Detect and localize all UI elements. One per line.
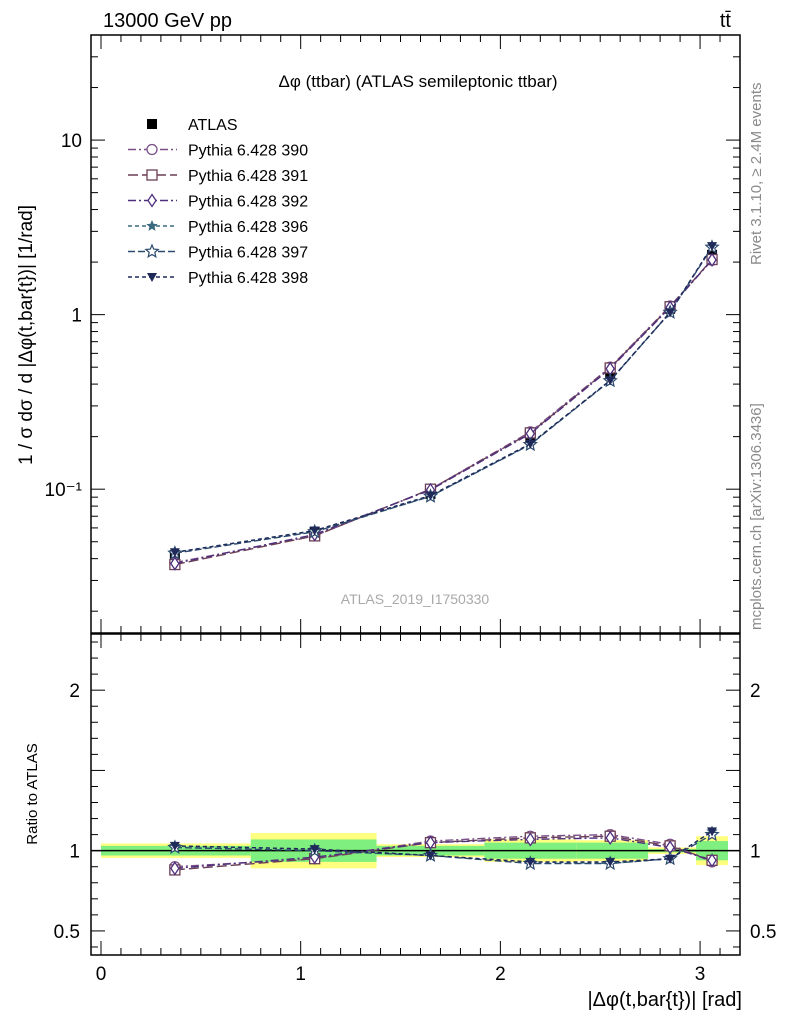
legend-marker (146, 220, 158, 231)
main-frame (90, 34, 741, 634)
legend-marker (147, 193, 157, 208)
legend-label: Pythia 6.428 398 (188, 270, 308, 287)
main-plot-area (167, 239, 720, 571)
legend-marker (144, 243, 160, 259)
ratio-point (169, 841, 180, 851)
y-axis-label-main: 1 / σ dσ / d |Δφ(t,bar{t})| [1/rad] (16, 205, 37, 465)
y-tick-label-main: 10⁻¹ (45, 480, 83, 501)
y-tick-label-ratio: 1 (69, 842, 80, 863)
ratio-point (707, 827, 718, 837)
ratio-point (525, 832, 536, 847)
legend-marker (147, 273, 157, 282)
legend-label: ATLAS (188, 117, 238, 134)
ratio-point (525, 857, 536, 867)
y-tick-label-ratio-right: 0.5 (750, 922, 776, 943)
series-line (174, 246, 713, 553)
x-tick-label: 3 (695, 964, 706, 985)
data-point (170, 556, 180, 571)
ratio-point (170, 861, 180, 876)
data-point (605, 376, 616, 386)
x-tick-label: 1 (295, 964, 306, 985)
series-line (174, 259, 713, 566)
ratio-point (707, 853, 717, 868)
y-tick-label-main: 1 (71, 306, 82, 327)
x-tick-label: 2 (495, 964, 506, 985)
ratio-axis-ticks: 0.5 0.5 1 1 2 2 0 1 2 3 (54, 634, 776, 985)
ratio-frame (90, 633, 741, 956)
series-line (174, 245, 713, 553)
legend-label: Pythia 6.428 392 (188, 194, 308, 211)
watermark: ATLAS_2019_I1750330 (341, 591, 490, 607)
ratio-point (605, 830, 615, 846)
ratio-point (605, 857, 616, 867)
data-point (169, 548, 180, 558)
data-point (525, 439, 536, 449)
data-point (425, 491, 436, 501)
x-tick-label: 0 (96, 964, 107, 985)
legend: ATLAS Pythia 6.428 390 Pythia 6.428 391 Pyt… (128, 117, 308, 287)
ratio-point (309, 845, 320, 855)
y-tick-label-ratio-right: 2 (750, 681, 761, 702)
ratio-panel: 0.5 0.5 1 1 2 2 0 1 2 3 Ratio to ATLAS |Δφ(t,bar{… (24, 633, 776, 1011)
header-right: tt̄ (720, 10, 732, 32)
y-tick-label-main: 10 (61, 131, 82, 152)
x-axis-label: |Δφ(t,bar{t})| [rad] (587, 989, 742, 1011)
ratio-plot-area (91, 825, 740, 876)
data-point (707, 242, 718, 252)
legend-label: Pythia 6.428 396 (188, 219, 308, 236)
ratio-point (665, 854, 676, 864)
y-tick-label-ratio-right: 1 (750, 842, 761, 863)
series-line (174, 259, 713, 564)
legend-marker (146, 169, 158, 181)
y-tick-label-ratio: 0.5 (54, 922, 80, 943)
rivet-label: Rivet 3.1.10, ≥ 2.4M events (748, 83, 765, 266)
data-point (309, 526, 320, 536)
legend-marker (147, 119, 157, 129)
data-point (707, 252, 717, 268)
chart-title: Δφ (ttbar) (ATLAS semileptonic ttbar) (278, 72, 557, 91)
legend-marker (146, 143, 158, 156)
y-axis-label-ratio: Ratio to ATLAS (24, 743, 41, 844)
y-tick-label-ratio: 2 (69, 681, 80, 702)
legend-label: Pythia 6.428 391 (188, 168, 308, 185)
series-line (174, 259, 713, 565)
ratio-point (425, 851, 436, 861)
mcplots-label: mcplots.cern.ch [arXiv:1306.3436] (748, 403, 765, 630)
main-axis-ticks: 10⁻¹ 1 10 (45, 34, 741, 633)
header-left: 13000 GeV pp (103, 10, 232, 32)
main-panel: 10⁻¹ 1 10 Δφ (ttbar) (ATLAS semileptonic t… (16, 34, 741, 634)
legend-label: Pythia 6.428 397 (188, 245, 308, 262)
series-line (174, 246, 713, 554)
data-point (665, 308, 676, 318)
legend-label: Pythia 6.428 390 (188, 143, 308, 160)
